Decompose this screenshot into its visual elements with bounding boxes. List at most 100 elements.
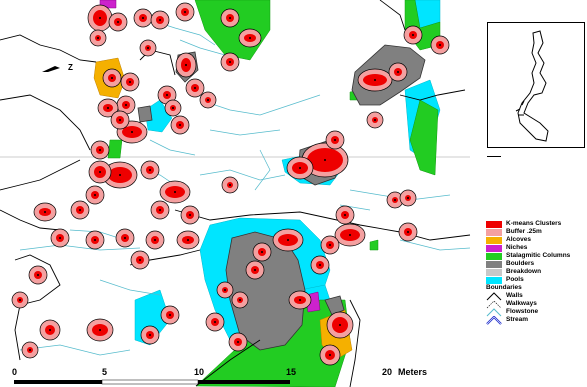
cluster-centroid [339,324,341,326]
flowstone-line-icon [486,308,502,317]
cluster-centroid [229,61,231,63]
cluster-centroid [299,167,301,169]
cluster-centroid [319,264,321,266]
cluster-centroid [131,131,133,133]
cluster-centroid [439,44,441,46]
scale-label-15: 15 [286,367,297,377]
legend-item-walls: Walls [486,292,586,301]
cluster-centroid [407,197,409,199]
alcoves-swatch-icon [486,237,502,244]
cluster-centroid [94,239,96,241]
inset-locator-map [487,22,585,148]
kmeans-swatch-icon [486,221,502,228]
cluster-centroid [334,139,336,141]
walls-line-icon [486,292,502,301]
flowstone-lines [19,19,471,356]
cluster-centroid [237,341,239,343]
cluster-centroid [49,329,51,331]
cluster-centroid [239,299,241,301]
scale-label-10: 10 [194,367,205,377]
cluster-centroid [99,17,101,19]
inset-marker [487,156,501,157]
cluster-centroid [125,104,127,106]
cluster-centroid [249,37,251,39]
cluster-centroid [94,194,96,196]
cluster-centroid [124,237,126,239]
cluster-centroid [224,289,226,291]
cluster-centroid [79,209,81,211]
cluster-centroid [187,239,189,241]
cluster-centroid [344,214,346,216]
cluster-centroid [185,64,187,66]
legend-item-boulders: Boulders [486,260,586,268]
legend-item-breakdown: Breakdown [486,268,586,276]
legend-boundaries-heading: Boundaries [486,284,522,291]
niches-swatch-icon [486,245,502,252]
cluster-centroid [374,119,376,121]
walkways-line-icon [486,300,502,309]
buffer-swatch-icon [486,229,502,236]
cluster-centroid [169,314,171,316]
legend-item-flowstone: Flowstone [486,308,586,317]
legend-item-stalagmitic-columns: Stalagmitic Columns [486,252,586,260]
cluster-centroid [99,149,101,151]
cluster-centroid [59,237,61,239]
cluster-centroid [329,244,331,246]
kmeans-clusters [11,2,450,366]
cluster-centroid [324,159,326,161]
cluster-centroid [214,321,216,323]
cluster-centroid [329,354,331,356]
cluster-centroid [142,17,144,19]
cluster-centroid [229,17,231,19]
cluster-centroid [407,231,409,233]
breakdown-swatch-icon [486,269,502,276]
cluster-centroid [207,99,209,101]
cluster-centroid [179,124,181,126]
cluster-centroid [107,107,109,109]
cluster-centroid [159,19,161,21]
cluster-centroid [189,214,191,216]
cluster-centroid [44,211,46,213]
cluster-centroid [129,81,131,83]
cluster-centroid [154,239,156,241]
cluster-centroid [97,37,99,39]
cluster-centroid [172,107,174,109]
columns-swatch-icon [486,253,502,260]
stream-line-icon [486,316,502,325]
cluster-centroid [159,209,161,211]
cluster-centroid [99,171,101,173]
legend-item-buffer: Buffer .25m [486,228,586,236]
scale-label-0: 0 [12,367,18,377]
legend-item-pools: Pools [486,276,586,284]
cluster-centroid [299,299,301,301]
legend-item-alcoves: Alcoves [486,236,586,244]
cluster-centroid [261,251,263,253]
scale-label-20: 20 [382,367,393,377]
cluster-centroid [111,77,113,79]
cluster-centroid [119,119,121,121]
cluster-centroid [394,199,396,201]
walls-layer [0,0,471,387]
cluster-centroid [139,259,141,261]
cluster-centroid [99,329,101,331]
cluster-centroid [184,11,186,13]
scale-bar [14,379,290,385]
cluster-centroid [174,191,176,193]
cluster-centroid [374,79,376,81]
pools-swatch-icon [486,277,502,284]
cluster-centroid [149,169,151,171]
boulders-swatch-icon [486,261,502,268]
map-legend: K-means Clusters Buffer .25m Alcoves Nic… [486,220,586,325]
cluster-centroid [117,21,119,23]
cluster-centroid [349,234,351,236]
cluster-centroid [29,349,31,351]
legend-item-walkways: Walkways [486,300,586,309]
cluster-centroid [412,34,414,36]
cluster-centroid [19,299,21,301]
cluster-centroid [166,94,168,96]
cluster-centroid [147,47,149,49]
cluster-centroid [397,71,399,73]
cluster-centroid [287,239,289,241]
cluster-centroid [149,334,151,336]
